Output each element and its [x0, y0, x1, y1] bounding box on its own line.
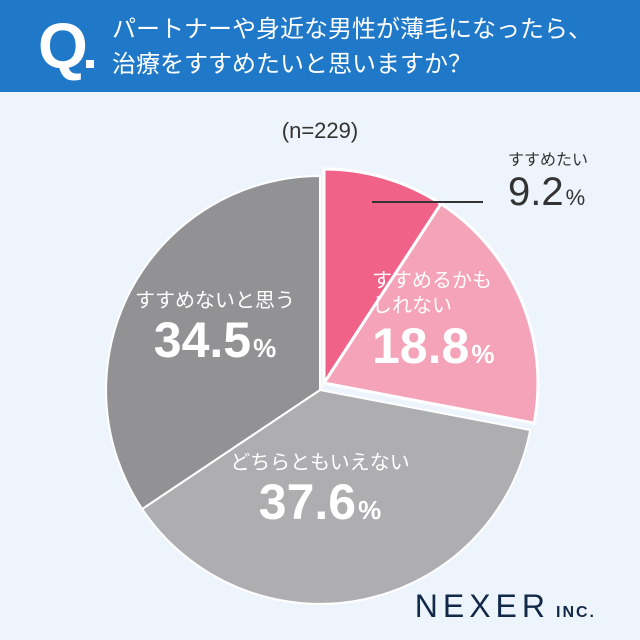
label-value: 34.5% [110, 312, 320, 376]
label-dochira: どちらともいえない 37.6% [0, 450, 640, 538]
label-name: すすめたい [507, 150, 588, 169]
slice-susumenai [105, 174, 321, 511]
percent-unit: % [358, 495, 382, 525]
q-dot [86, 60, 94, 68]
label-susumetai: すすめたい 9.2% [508, 150, 588, 220]
value-number: 18.8 [372, 318, 470, 374]
q-mark: Q [38, 10, 88, 82]
value-number: 9.2 [507, 170, 564, 214]
label-value: 18.8% [372, 318, 494, 382]
percent-unit: % [471, 339, 495, 369]
label-susumenai: すすめないと思う 34.5% [110, 288, 320, 376]
label-name: すすめないと思う [135, 288, 295, 312]
label-name: どちらともいえない [230, 450, 410, 474]
value-number: 37.6 [258, 474, 357, 530]
label-susumeru-kamo: すすめるかも しれない 18.8% [372, 268, 494, 382]
question-line-2: 治療をすすめたいと思いますか？ [112, 50, 472, 78]
label-name-line-1: すすめるかも [372, 268, 492, 292]
sample-size: (n=229) [281, 118, 359, 143]
logo-suffix: INC. [556, 604, 596, 621]
label-value: 37.6% [0, 474, 640, 538]
slice-susumetai [322, 167, 443, 389]
logo-main: NEXER [414, 588, 550, 624]
percent-unit: % [253, 333, 277, 363]
slice-dochira [140, 388, 532, 605]
label-value: 9.2% [508, 170, 588, 220]
value-number: 34.5 [153, 312, 252, 368]
percent-unit: % [565, 185, 586, 210]
question-line-1: パートナーや身近な男性が薄毛になったら、 [112, 15, 592, 43]
label-name-line-2: しれない [372, 293, 452, 317]
slice-susumeru-kamo [321, 201, 540, 425]
question-header: Q パートナーや身近な男性が薄毛になったら、 治療をすすめたいと思いますか？ [0, 0, 640, 92]
nexer-logo: NEXER INC. [415, 588, 596, 625]
